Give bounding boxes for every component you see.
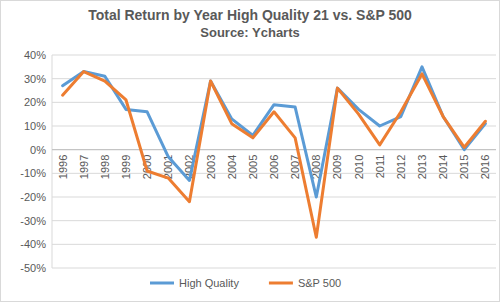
x-tick-label: 2003 [205,155,217,179]
subtitle: Source: Ycharts [200,25,299,40]
grid-line [52,55,496,56]
grid [52,55,496,268]
x-tick-label: 2010 [353,155,365,179]
x-tick-label: 1999 [120,155,132,179]
y-tick-label: 0% [30,144,46,156]
legend-label: High Quality [179,277,239,289]
x-tick-label: 2013 [416,155,428,179]
x-tick-label: 1998 [99,155,111,179]
x-tick-label: 2005 [247,155,259,179]
x-tick-label: 2009 [331,155,343,179]
x-tick-label: 1997 [78,155,90,179]
x-tick-label: 2016 [479,155,491,179]
grid-line [52,102,496,103]
y-tick-label: -30% [20,215,46,227]
y-axis-line [52,55,53,268]
grid-line [52,197,496,198]
x-tick-label: 1996 [57,155,69,179]
legend-label: S&P 500 [298,277,341,289]
grid-line [52,220,496,221]
x-tick-label: 2012 [395,155,407,179]
series-group [63,67,486,237]
y-tick-label: -10% [20,167,46,179]
grid-line [52,149,496,150]
grid-line [52,268,496,269]
x-tick-label: 2015 [458,155,470,179]
legend-swatch [269,282,293,285]
y-tick-label: 10% [24,120,46,132]
y-tick-label: -20% [20,191,46,203]
chart-frame [1,1,500,302]
series-line [63,67,486,197]
x-tick-label: 2004 [226,155,238,179]
title: Total Return by Year High Quality 21 vs.… [88,7,412,23]
chart: Total Return by Year High Quality 21 vs.… [0,0,500,302]
series-line [63,72,486,238]
y-tick-label: 30% [24,73,46,85]
y-tick-label: -50% [20,262,46,274]
x-tick-label: 2014 [437,155,449,179]
x-tick-label: 2006 [268,155,280,179]
legend: High Quality S&P 500 [150,277,341,289]
x-tick-label: 2011 [374,155,386,179]
grid-line [52,244,496,245]
y-tick-label: 20% [24,96,46,108]
grid-line [52,78,496,79]
x-axis-line [52,149,496,150]
y-tick-label: -40% [20,238,46,250]
grid-line [52,126,496,127]
y-tick-label: 40% [24,49,46,61]
legend-swatch [150,282,174,285]
